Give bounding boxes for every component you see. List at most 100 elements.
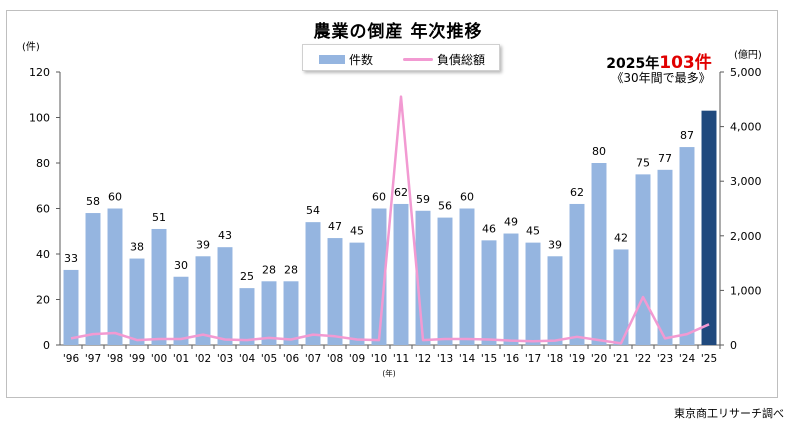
bar	[63, 269, 79, 345]
legend-label-count: 件数	[349, 53, 374, 67]
legend-bar-swatch	[319, 55, 345, 64]
bar	[569, 203, 585, 345]
bar	[393, 203, 409, 345]
x-tick-label: '16	[503, 353, 520, 365]
left-axis-unit: (件)	[22, 42, 40, 53]
bar-data-label: 59	[416, 193, 430, 206]
bar	[129, 258, 145, 345]
bar	[173, 276, 189, 345]
bar-data-label: 47	[328, 220, 342, 233]
x-tick-label: '17	[525, 353, 541, 365]
left-tick-label: 20	[36, 294, 50, 307]
bar	[591, 163, 607, 345]
chart-title: 農業の倒産 年次推移	[313, 22, 483, 42]
bar-data-label: 33	[64, 252, 78, 265]
bar-data-label: 54	[306, 204, 320, 217]
right-axis-unit: (億円)	[734, 50, 762, 61]
bar	[547, 256, 563, 345]
right-tick-label: 2,000	[730, 230, 762, 243]
bar-data-label: 30	[174, 259, 188, 272]
bar-data-label: 49	[504, 216, 518, 229]
bar-data-label: 77	[658, 152, 672, 165]
legend-item-count: 件数	[319, 51, 373, 68]
bar-data-label: 80	[592, 145, 606, 158]
bar-data-label: 42	[614, 231, 628, 244]
left-tick-label: 80	[36, 157, 50, 170]
x-tick-label: '25	[701, 353, 717, 365]
x-tick-label: '09	[349, 353, 365, 365]
bar	[481, 240, 497, 345]
x-tick-label: '06	[283, 353, 300, 365]
bar-data-label: 58	[86, 195, 100, 208]
x-tick-label: '18	[547, 353, 563, 365]
x-tick-label: '99	[129, 353, 145, 365]
x-axis-unit: (年)	[382, 368, 395, 378]
left-tick-label: 0	[43, 339, 50, 352]
x-tick-label: '15	[481, 353, 497, 365]
right-tick-label: 5,000	[730, 66, 762, 79]
bar	[261, 281, 277, 345]
bar	[459, 208, 475, 345]
x-tick-label: '23	[657, 353, 673, 365]
bar	[349, 242, 365, 345]
x-tick-label: '00	[151, 353, 167, 365]
source-credit: 東京商工リサーチ調べ	[674, 407, 784, 420]
legend: 件数 負債総額	[302, 44, 500, 71]
x-tick-label: '96	[63, 353, 80, 365]
bar	[283, 281, 299, 345]
x-tick-label: '01	[173, 353, 189, 365]
bar-data-label: 39	[196, 238, 210, 251]
bar-data-label: 39	[548, 238, 562, 251]
bar-data-label: 62	[394, 186, 408, 199]
bar-data-label: 60	[108, 191, 122, 204]
x-tick-label: '19	[569, 353, 585, 365]
bar	[635, 174, 651, 345]
bar	[525, 242, 541, 345]
bar-data-label: 60	[372, 191, 386, 204]
bar	[503, 233, 519, 345]
x-tick-label: '24	[679, 353, 696, 365]
x-tick-label: '07	[305, 353, 321, 365]
bar-data-label: 60	[460, 191, 474, 204]
bar-data-label: 45	[526, 225, 540, 238]
bar	[327, 238, 343, 345]
x-tick-label: '04	[239, 353, 256, 365]
bar	[151, 228, 167, 345]
bar	[85, 213, 101, 345]
x-tick-label: '22	[635, 353, 651, 365]
left-tick-label: 40	[36, 248, 50, 261]
bar	[239, 288, 255, 345]
left-tick-label: 60	[36, 203, 50, 216]
bar-data-label: 28	[262, 263, 276, 276]
bar-data-label: 28	[284, 263, 298, 276]
x-tick-label: '98	[107, 353, 123, 365]
x-tick-label: '10	[371, 353, 387, 365]
legend-line-swatch	[403, 58, 433, 61]
x-tick-label: '97	[85, 353, 101, 365]
bar	[657, 169, 673, 345]
right-tick-label: 3,000	[730, 175, 762, 188]
right-tick-label: 1,000	[730, 284, 762, 297]
legend-item-debt: 負債総額	[403, 51, 485, 68]
left-tick-label: 100	[29, 112, 50, 125]
legend-label-debt: 負債総額	[437, 53, 486, 67]
annotation-count: 103件	[659, 53, 712, 73]
bar-data-label: 46	[482, 222, 496, 235]
x-tick-label: '12	[415, 353, 431, 365]
bar	[195, 256, 211, 345]
annotation-year: 2025年	[606, 56, 660, 72]
bar	[437, 217, 453, 345]
x-tick-label: '02	[195, 353, 211, 365]
bar-data-label: 38	[130, 241, 144, 254]
debt-line	[70, 95, 710, 345]
x-tick-label: '08	[327, 353, 343, 365]
x-tick-label: '11	[393, 353, 409, 365]
bar	[701, 110, 717, 345]
bar	[305, 222, 321, 345]
x-tick-label: '13	[437, 353, 453, 365]
bar-data-label: 43	[218, 229, 232, 242]
x-tick-label: '14	[459, 353, 476, 365]
bar	[679, 147, 695, 345]
right-tick-label: 0	[730, 339, 737, 352]
